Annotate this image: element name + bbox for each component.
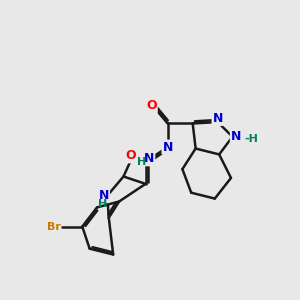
Text: N: N [231, 130, 241, 143]
Text: H: H [137, 157, 147, 167]
Text: Br: Br [47, 222, 61, 232]
Text: H: H [98, 199, 107, 209]
Text: N: N [144, 152, 154, 165]
Text: O: O [125, 149, 136, 162]
Text: O: O [146, 99, 157, 112]
Text: -H: -H [245, 134, 259, 144]
Text: N: N [99, 189, 109, 202]
Text: N: N [212, 112, 223, 125]
Text: N: N [163, 141, 173, 154]
